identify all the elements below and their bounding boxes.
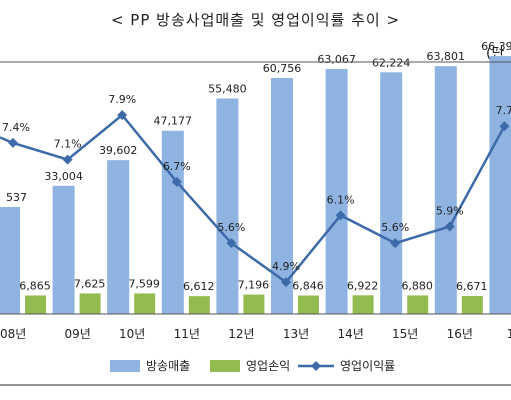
margin-value-label: 7.9% bbox=[108, 93, 136, 106]
revenue-value-label: 537 bbox=[6, 191, 27, 204]
category-label: 09년 bbox=[64, 327, 90, 341]
category-label: 15년 bbox=[392, 327, 418, 341]
category-label: 13년 bbox=[283, 327, 309, 341]
margin-value-label: 5.6% bbox=[381, 221, 409, 234]
margin-value-label: 4.9% bbox=[272, 260, 300, 273]
revenue-value-label: 47,177 bbox=[154, 115, 193, 128]
revenue-value-label: 63,801 bbox=[427, 50, 466, 63]
category-label: 17 bbox=[507, 327, 511, 341]
profit-bar bbox=[298, 295, 319, 314]
category-label: 10년 bbox=[119, 327, 145, 341]
legend-swatch-revenue bbox=[110, 360, 140, 372]
margin-point bbox=[335, 210, 346, 221]
profit-value-label: 7,196 bbox=[238, 279, 270, 292]
margin-value-label: 6.1% bbox=[327, 193, 355, 206]
revenue-bar bbox=[271, 77, 293, 314]
margin-value-label: 5.6% bbox=[217, 221, 245, 234]
category-label: 14년 bbox=[337, 327, 363, 341]
profit-bar bbox=[134, 293, 156, 314]
revenue-value-label: 60,756 bbox=[263, 62, 302, 75]
profit-value-label: 6,865 bbox=[19, 279, 51, 292]
revenue-bar bbox=[380, 72, 403, 314]
legend-label-profit: 영업손익 bbox=[246, 359, 290, 373]
revenue-bar bbox=[161, 130, 184, 314]
margin-point bbox=[117, 110, 128, 121]
profit-value-label: 6,612 bbox=[183, 280, 215, 293]
profit-bar bbox=[188, 296, 210, 314]
margin-value-label: 7.4% bbox=[2, 121, 30, 134]
data-labels: 537 6,865 33,004 7,625 39,602 7,599 47,177 6,61… bbox=[2, 40, 511, 293]
margin-value-label: 6.7% bbox=[163, 160, 191, 173]
revenue-bar bbox=[434, 66, 457, 314]
revenue-value-label: 63,067 bbox=[317, 53, 356, 66]
margin-point bbox=[281, 277, 291, 288]
profit-bar bbox=[461, 295, 483, 314]
profit-bar bbox=[25, 295, 46, 314]
profit-bar bbox=[243, 294, 265, 314]
category-label: 12년 bbox=[228, 327, 254, 341]
profit-value-label: 7,599 bbox=[128, 277, 160, 290]
revenue-value-label: 33,004 bbox=[44, 170, 83, 183]
margin-point bbox=[499, 121, 510, 132]
profit-bar bbox=[352, 295, 374, 314]
legend-swatch-profit bbox=[210, 360, 240, 372]
legend-label-margin: 영업이익률 bbox=[340, 359, 395, 373]
legend-label-revenue: 방송매출 bbox=[146, 359, 190, 373]
axes bbox=[0, 61, 511, 386]
margin-line bbox=[0, 110, 510, 288]
revenue-bar bbox=[216, 98, 239, 314]
profit-value-label: 7,625 bbox=[74, 277, 106, 290]
revenue-bar bbox=[325, 68, 348, 314]
category-label: 08년 bbox=[0, 327, 26, 341]
profit-bar bbox=[407, 295, 429, 314]
margin-point bbox=[390, 238, 401, 249]
legend: 방송매출 영업손익 영업이익률 bbox=[110, 359, 395, 373]
revenue-value-label: 39,602 bbox=[99, 144, 138, 157]
margin-value-label: 7.7 bbox=[496, 104, 511, 117]
profit-value-label: 6,846 bbox=[292, 280, 324, 293]
category-labels: 08년 09년 10년 11년 12년 13년 14년 15년 16년 17 bbox=[0, 327, 511, 341]
margin-point bbox=[444, 221, 455, 232]
profit-value-label: 6,922 bbox=[347, 279, 379, 292]
profit-bars bbox=[25, 293, 483, 314]
revenue-value-label: 66,390 bbox=[481, 40, 511, 53]
profit-value-label: 6,671 bbox=[456, 280, 488, 293]
margin-value-label: 7.1% bbox=[54, 138, 82, 151]
chart-title: < PP 방송사업매출 및 영업이익률 추이 > bbox=[110, 11, 401, 29]
revenue-bar bbox=[0, 207, 20, 314]
revenue-value-label: 62,224 bbox=[372, 56, 411, 69]
margin-point bbox=[62, 154, 73, 165]
revenue-bars bbox=[0, 56, 511, 314]
revenue-value-label: 55,480 bbox=[208, 82, 247, 95]
margin-value-label: 5.9% bbox=[436, 204, 464, 217]
profit-bar bbox=[79, 293, 101, 314]
legend-swatch-margin-marker bbox=[311, 361, 321, 371]
revenue-bar bbox=[107, 160, 130, 314]
revenue-bar bbox=[52, 185, 75, 314]
category-label: 16년 bbox=[447, 327, 473, 341]
margin-point bbox=[226, 238, 237, 249]
category-label: 11년 bbox=[174, 327, 200, 341]
revenue-bar bbox=[489, 56, 511, 314]
profit-value-label: 6,880 bbox=[401, 279, 433, 292]
margin-point bbox=[8, 137, 18, 148]
margin-point bbox=[171, 176, 182, 187]
